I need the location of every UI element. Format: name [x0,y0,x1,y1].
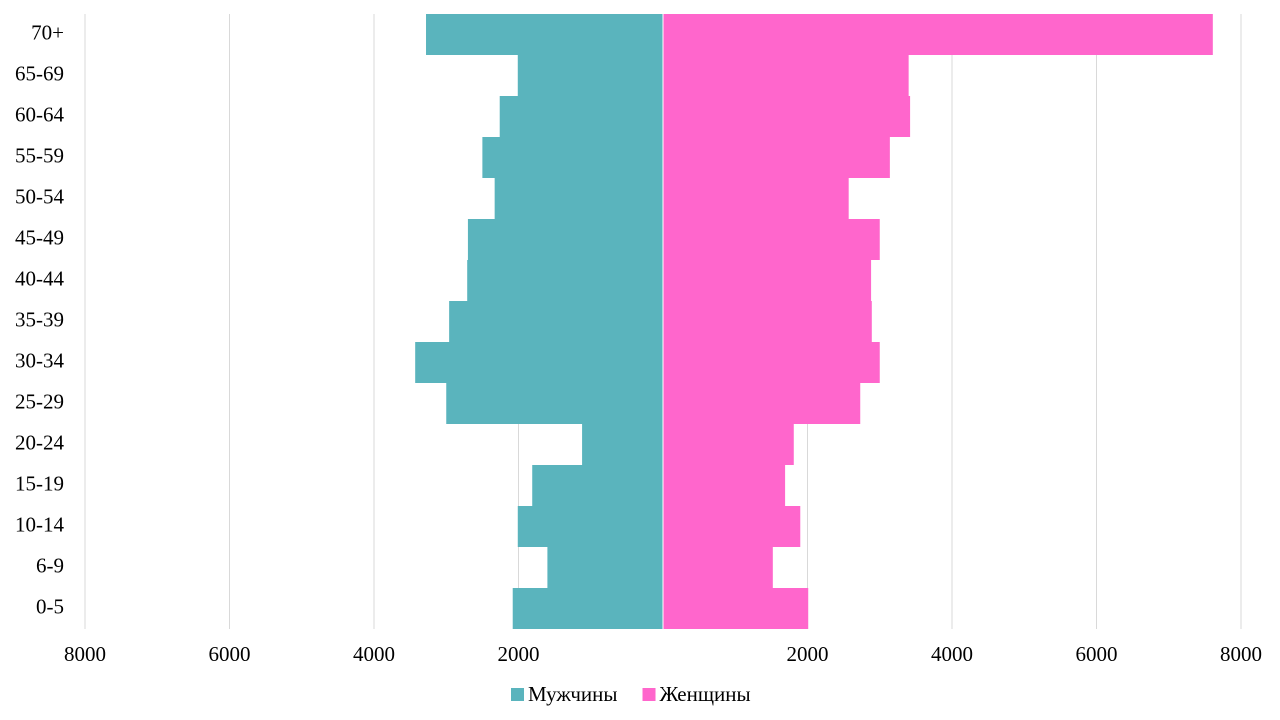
bar [663,96,911,137]
x-tick-label: 6000 [1076,642,1118,666]
x-tick-label: 2000 [787,642,829,666]
y-tick-label: 55-59 [15,143,64,167]
x-tick-label: 8000 [1220,642,1262,666]
bar [663,424,794,465]
bar [494,178,663,219]
bar [426,14,663,55]
bar [532,465,663,506]
y-tick-label: 30-34 [15,348,64,372]
bar [663,506,801,547]
bar [467,260,663,301]
y-tick-label: 50-54 [15,184,64,208]
bar [663,137,890,178]
bar [467,219,663,260]
bar [547,547,663,588]
bar [663,178,849,219]
bar [663,55,909,96]
y-tick-label: 25-29 [15,389,64,413]
x-tick-label: 8000 [64,642,106,666]
bar [449,301,663,342]
y-tick-label: 70+ [31,20,64,44]
bar [663,383,861,424]
legend-swatch [642,688,656,701]
y-tick-label: 10-14 [15,512,64,536]
bar [663,260,872,301]
y-tick-label: 40-44 [15,266,64,290]
bar [663,219,880,260]
bar [663,547,773,588]
y-tick-label: 65-69 [15,61,64,85]
y-tick-label: 45-49 [15,225,64,249]
bar [482,137,663,178]
legend-swatch [511,688,524,701]
legend-label: Женщины [660,682,751,706]
bar [663,14,1213,55]
legend-label: Мужчины [528,682,618,706]
x-tick-label: 2000 [498,642,540,666]
bar [582,424,663,465]
x-tick-label: 6000 [209,642,251,666]
bar [517,506,663,547]
x-tick-label: 4000 [931,642,973,666]
y-tick-label: 60-64 [15,102,64,126]
y-tick-label: 15-19 [15,471,64,495]
bar [499,96,663,137]
x-tick-label: 4000 [353,642,395,666]
bar [663,301,872,342]
y-tick-label: 35-39 [15,307,64,331]
bar [663,465,786,506]
y-tick-label: 6-9 [36,553,64,577]
bar [415,342,663,383]
y-tick-label: 0-5 [36,594,64,618]
bar [663,588,809,629]
y-tick-label: 20-24 [15,430,64,454]
bar [446,383,663,424]
bar [517,55,663,96]
bar [663,342,880,383]
bar [512,588,663,629]
